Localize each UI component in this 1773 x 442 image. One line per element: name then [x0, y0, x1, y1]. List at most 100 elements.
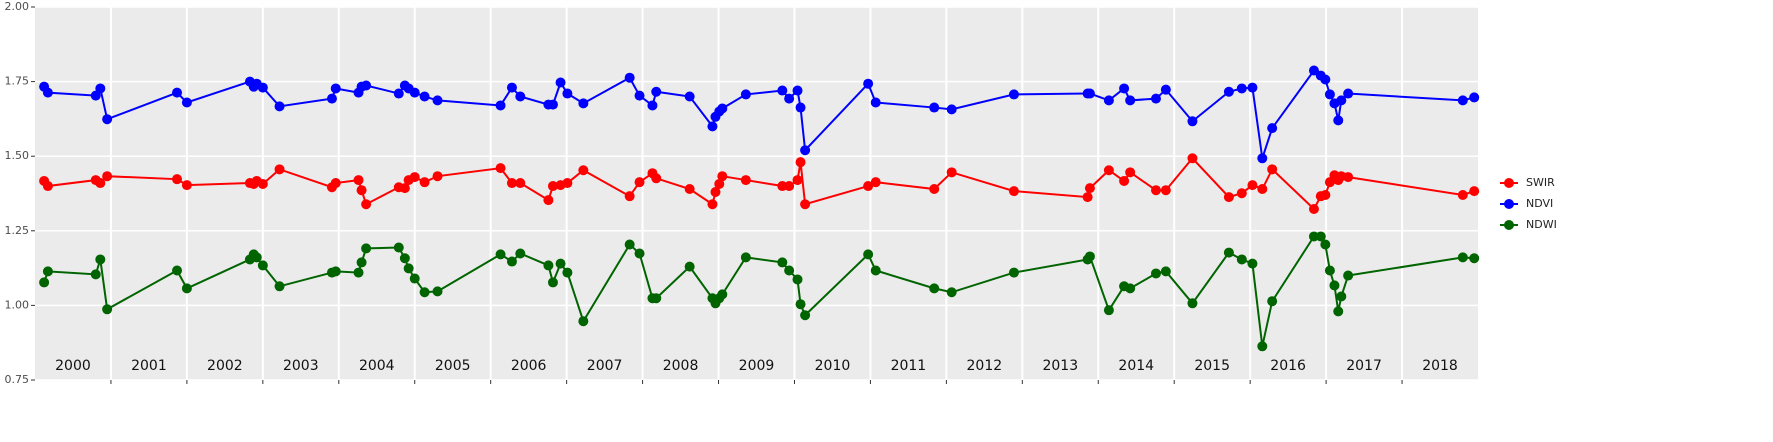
- data-point: [356, 257, 367, 268]
- data-point: [1267, 164, 1278, 175]
- data-point: [330, 178, 341, 189]
- data-point: [257, 82, 268, 93]
- data-point: [1333, 115, 1344, 126]
- data-point: [1150, 185, 1161, 196]
- data-point: [777, 181, 788, 192]
- data-point: [624, 72, 635, 83]
- data-point: [419, 287, 430, 298]
- legend-label: SWIR: [1526, 176, 1555, 189]
- year-label: 2016: [1270, 358, 1306, 374]
- year-label: 2002: [207, 358, 243, 374]
- data-point: [1223, 192, 1234, 203]
- data-point: [172, 174, 183, 185]
- data-point: [1160, 266, 1171, 277]
- data-point: [419, 91, 430, 102]
- legend-label: NDVI: [1526, 197, 1553, 210]
- data-point: [409, 273, 420, 284]
- data-point: [1236, 188, 1247, 199]
- data-point: [515, 248, 526, 259]
- data-point: [634, 177, 645, 188]
- data-point: [547, 181, 558, 192]
- data-point: [356, 185, 367, 196]
- data-point: [1187, 298, 1198, 309]
- year-label: 2014: [1118, 358, 1154, 374]
- data-point: [1084, 251, 1095, 262]
- data-point: [39, 277, 50, 288]
- data-point: [1082, 192, 1093, 203]
- data-point: [1343, 270, 1354, 281]
- data-point: [1084, 88, 1095, 99]
- data-point: [515, 178, 526, 189]
- data-point: [1223, 247, 1234, 258]
- data-point: [634, 90, 645, 101]
- data-point: [1320, 239, 1331, 250]
- data-point: [506, 82, 517, 93]
- data-point: [181, 283, 192, 294]
- data-point: [784, 265, 795, 276]
- data-point: [1267, 296, 1278, 307]
- data-point: [707, 121, 718, 132]
- data-point: [651, 293, 662, 304]
- data-point: [710, 187, 721, 198]
- data-point: [795, 102, 806, 113]
- data-point: [1343, 172, 1354, 183]
- year-label: 2017: [1346, 358, 1382, 374]
- data-point: [409, 172, 420, 183]
- data-point: [1457, 189, 1468, 200]
- data-point: [784, 181, 795, 192]
- data-point: [684, 91, 695, 102]
- data-point: [1223, 86, 1234, 97]
- data-point: [784, 93, 795, 104]
- data-point: [684, 261, 695, 272]
- year-label: 2012: [967, 358, 1003, 374]
- data-point: [1125, 283, 1136, 294]
- data-point: [717, 171, 728, 182]
- y-tick-label: 1.50: [5, 149, 30, 162]
- data-point: [393, 88, 404, 99]
- data-point: [929, 102, 940, 113]
- data-point: [495, 163, 506, 174]
- data-point: [863, 249, 874, 260]
- data-point: [1308, 65, 1319, 76]
- y-tick-label: 1.25: [5, 224, 30, 237]
- data-point: [1160, 84, 1171, 95]
- data-point: [795, 299, 806, 310]
- data-point: [1308, 204, 1319, 215]
- year-label: 2006: [511, 358, 547, 374]
- data-point: [1008, 186, 1019, 197]
- year-label: 2008: [663, 358, 699, 374]
- data-point: [274, 164, 285, 175]
- data-point: [409, 87, 420, 98]
- data-point: [777, 85, 788, 96]
- data-point: [95, 254, 106, 265]
- legend-label: NDWI: [1526, 218, 1557, 231]
- data-point: [1308, 231, 1319, 242]
- data-point: [42, 181, 53, 192]
- data-point: [361, 243, 372, 254]
- data-point: [326, 93, 337, 104]
- data-point: [946, 167, 957, 178]
- data-point: [543, 195, 554, 206]
- data-point: [946, 104, 957, 115]
- data-point: [863, 181, 874, 192]
- data-point: [353, 175, 364, 186]
- legend-key: [1504, 220, 1514, 230]
- data-point: [1469, 92, 1480, 103]
- data-point: [562, 178, 573, 189]
- data-point: [393, 242, 404, 253]
- data-point: [1236, 83, 1247, 94]
- data-point: [403, 263, 414, 274]
- y-tick-label: 1.75: [5, 75, 30, 88]
- data-point: [102, 304, 113, 315]
- data-point: [651, 173, 662, 184]
- data-point: [1084, 183, 1095, 194]
- data-point: [172, 87, 183, 98]
- data-point: [257, 260, 268, 271]
- data-point: [330, 83, 341, 94]
- data-point: [1103, 95, 1114, 106]
- data-point: [1343, 88, 1354, 99]
- data-point: [547, 99, 558, 110]
- data-point: [800, 199, 811, 210]
- data-point: [432, 286, 443, 297]
